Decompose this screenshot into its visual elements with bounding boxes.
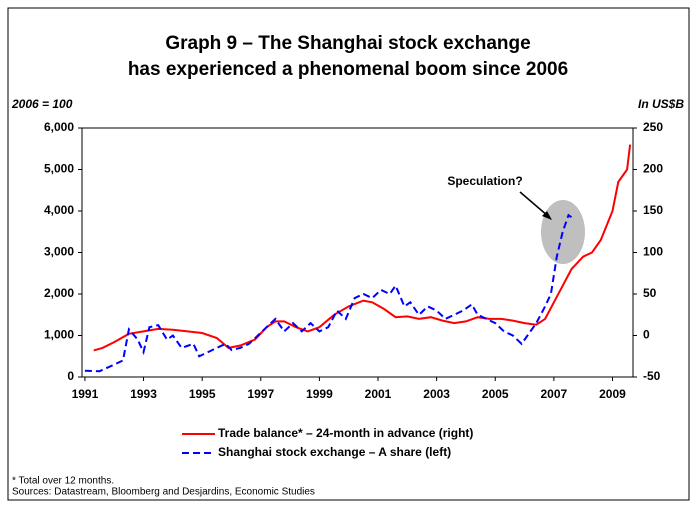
x-tick-label: 2007 [541,387,568,401]
x-tick-label: 1997 [247,387,274,401]
y2-tick-label: 0 [643,328,650,342]
y-tick-label: 1,000 [44,328,74,342]
y-tick-label: 6,000 [44,120,74,134]
y-tick-label: 2,000 [44,286,74,300]
series-line [84,213,573,373]
y-axis-label: 2006 = 100 [11,97,73,111]
x-tick-label: 2005 [482,387,509,401]
y-tick-label: 3,000 [44,245,74,259]
y-tick-label: 4,000 [44,203,74,217]
arrow-head [542,211,552,220]
x-tick-label: 2009 [599,387,626,401]
x-tick-label: 1995 [189,387,216,401]
footnote: * Total over 12 months. [12,476,114,487]
y2-tick-label: -50 [643,369,661,383]
x-tick-label: 1993 [130,387,157,401]
highlight-ellipse [541,200,585,264]
y2-axis-label: In US$B [638,97,684,111]
y2-tick-label: 250 [643,120,663,134]
series-line [93,144,632,352]
y-tick-label: 5,000 [44,162,74,176]
chart-title: Graph 9 – The Shanghai stock exchange [165,33,530,54]
legend-label: Trade balance* – 24-month in advance (ri… [218,426,473,440]
legend-label: Shanghai stock exchange – A share (left) [218,445,451,459]
x-tick-label: 1991 [72,387,99,401]
y2-tick-label: 150 [643,203,663,217]
annotation: Speculation? [447,174,522,188]
chart-subtitle: has experienced a phenomenal boom since … [128,59,568,80]
y2-tick-label: 50 [643,286,657,300]
y2-tick-label: 200 [643,162,663,176]
x-tick-label: 1999 [306,387,333,401]
source: Sources: Datastream, Bloomberg and Desja… [12,487,315,498]
annotation-arrow [519,191,549,217]
x-tick-label: 2001 [365,387,392,401]
y-tick-label: 0 [67,369,74,383]
x-tick-label: 2003 [423,387,450,401]
y2-tick-label: 100 [643,245,663,259]
